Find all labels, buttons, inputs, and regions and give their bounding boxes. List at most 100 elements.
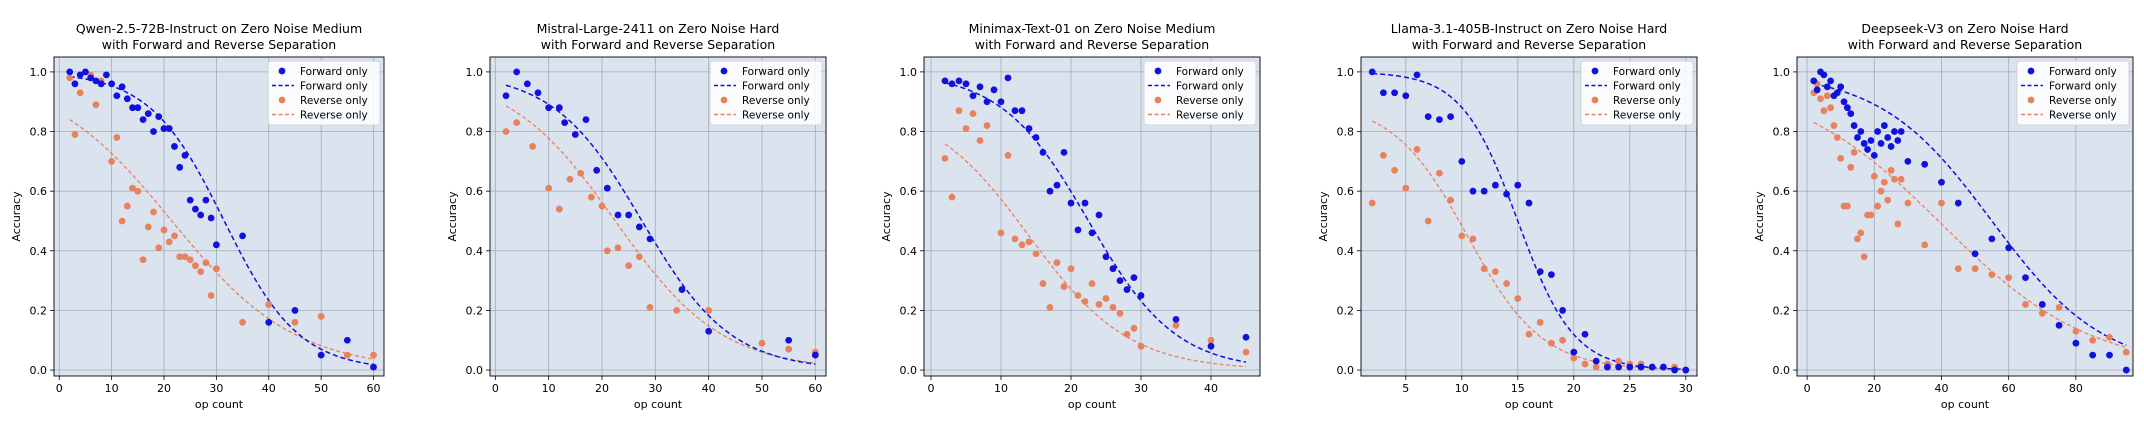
x-tick-label: 0 <box>928 382 935 395</box>
forward-point <box>197 212 204 219</box>
reverse-point <box>705 307 712 314</box>
x-tick-label: 10 <box>105 382 119 395</box>
legend-label: Forward only <box>1613 66 1681 78</box>
forward-point <box>2056 322 2063 329</box>
forward-point <box>1988 235 1995 242</box>
forward-point <box>2022 274 2029 281</box>
reverse-point <box>1173 322 1180 329</box>
forward-point <box>1414 71 1421 78</box>
x-tick-label: 25 <box>1623 382 1637 395</box>
reverse-point <box>556 206 563 213</box>
x-tick-label: 40 <box>702 382 716 395</box>
legend-label: Forward only <box>1613 81 1681 93</box>
forward-point <box>176 164 183 171</box>
legend-label: Reverse only <box>742 95 810 107</box>
forward-point <box>1117 277 1124 284</box>
forward-point <box>134 104 141 111</box>
x-tick-label: 5 <box>1402 382 1409 395</box>
y-axis-label: Accuracy <box>880 191 893 242</box>
reverse-point <box>2123 349 2130 356</box>
reverse-point <box>963 125 970 132</box>
forward-point <box>239 232 246 239</box>
reverse-point <box>1061 283 1068 290</box>
y-tick-label: 0.4 <box>1773 245 1791 258</box>
forward-point <box>1096 212 1103 219</box>
reverse-point <box>1012 235 1019 242</box>
reverse-point <box>1414 146 1421 153</box>
y-tick-label: 0.2 <box>30 304 48 317</box>
x-tick-label: 30 <box>209 382 223 395</box>
reverse-point <box>1834 134 1841 141</box>
reverse-point <box>1033 250 1040 257</box>
x-tick-label: 50 <box>755 382 769 395</box>
reverse-point <box>1817 95 1824 102</box>
forward-point <box>192 206 199 213</box>
forward-point <box>150 128 157 135</box>
forward-point <box>535 89 542 96</box>
forward-point <box>1054 182 1061 189</box>
x-axis-label: op count <box>1068 398 1117 411</box>
reverse-point <box>77 89 84 96</box>
forward-point <box>1921 161 1928 168</box>
legend-label: Forward only <box>742 81 810 93</box>
forward-point <box>145 110 152 117</box>
forward-point <box>984 98 991 105</box>
legend-label: Reverse only <box>2049 95 2117 107</box>
reverse-point <box>208 292 215 299</box>
forward-point <box>1857 128 1864 135</box>
forward-point <box>1402 92 1409 99</box>
reverse-point <box>1138 343 1145 350</box>
forward-point <box>561 119 568 126</box>
forward-point <box>318 352 325 359</box>
chart-title-line2: with Forward and Reverse Separation <box>541 37 775 52</box>
y-tick-label: 0.4 <box>900 245 918 258</box>
reverse-point <box>1131 325 1138 332</box>
forward-point <box>1436 116 1443 123</box>
forward-point <box>942 77 949 84</box>
forward-point <box>636 224 643 231</box>
reverse-point <box>1831 122 1838 129</box>
forward-point <box>705 328 712 335</box>
y-tick-label: 0.4 <box>1337 245 1355 258</box>
reverse-point <box>2106 334 2113 341</box>
reverse-point <box>1847 164 1854 171</box>
reverse-legend-marker <box>1155 97 1162 104</box>
reverse-point <box>1103 295 1110 302</box>
y-tick-label: 0.4 <box>30 245 48 258</box>
reverse-point <box>213 265 220 272</box>
y-tick-label: 0.6 <box>466 185 484 198</box>
reverse-point <box>949 194 956 201</box>
forward-point <box>1026 125 1033 132</box>
x-tick-label: 40 <box>1204 382 1218 395</box>
chart-title-line2: with Forward and Reverse Separation <box>1848 37 2082 52</box>
reverse-point <box>1089 280 1096 287</box>
forward-point <box>647 235 654 242</box>
x-tick-label: 50 <box>314 382 328 395</box>
x-tick-label: 20 <box>1867 382 1881 395</box>
reverse-point <box>1040 280 1047 287</box>
reverse-point <box>166 238 173 245</box>
x-tick-label: 30 <box>1679 382 1693 395</box>
forward-point <box>1827 77 1834 84</box>
reverse-point <box>1019 241 1026 248</box>
forward-point <box>679 286 686 293</box>
forward-point <box>182 152 189 159</box>
legend: Forward only Forward only Reverse only Reve… <box>710 61 822 125</box>
x-tick-label: 30 <box>1134 382 1148 395</box>
reverse-point <box>1874 203 1881 210</box>
x-tick-label: 40 <box>262 382 276 395</box>
forward-point <box>1874 128 1881 135</box>
forward-point <box>604 185 611 192</box>
forward-point <box>1559 307 1566 314</box>
forward-point <box>113 92 120 99</box>
reverse-point <box>567 176 574 183</box>
x-axis-label: op count <box>1505 398 1554 411</box>
reverse-legend-marker <box>2028 97 2035 104</box>
forward-legend-marker <box>1592 68 1599 75</box>
legend: Forward only Forward only Reverse only Reve… <box>1581 61 1693 125</box>
reverse-point <box>2089 337 2096 344</box>
chart-title-line1: Minimax-Text-01 on Zero Noise Medium <box>969 21 1216 36</box>
forward-point <box>2005 244 2012 251</box>
forward-point <box>1593 358 1600 365</box>
forward-point <box>108 80 115 87</box>
